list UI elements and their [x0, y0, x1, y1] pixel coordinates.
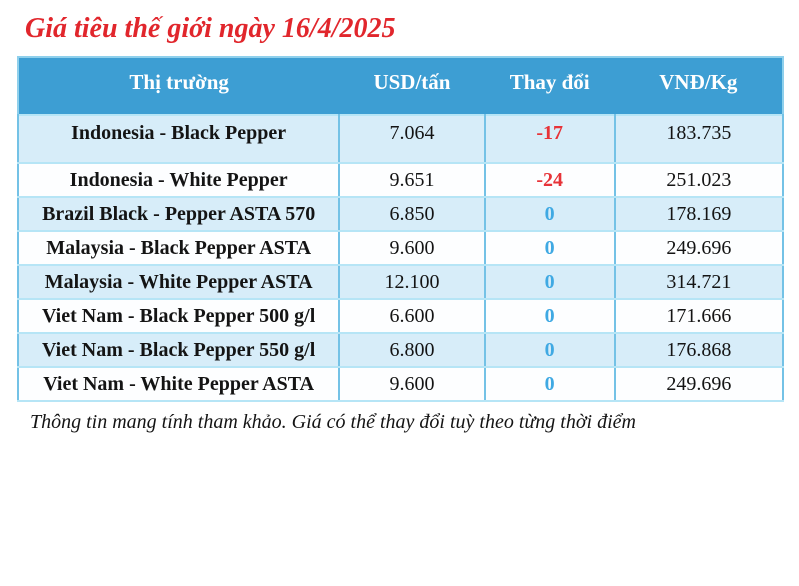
- page-title: Giá tiêu thế giới ngày 16/4/2025: [25, 13, 396, 44]
- market-cell: Brazil Black - Pepper ASTA 570: [16, 196, 341, 232]
- table-row: Viet Nam - White Pepper ASTA 9.600 0 249…: [16, 366, 785, 402]
- market-cell: Malaysia - White Pepper ASTA: [16, 264, 341, 300]
- change-cell: -24: [483, 162, 616, 198]
- vnd-cell: 314.721: [613, 264, 785, 300]
- vnd-cell: 176.868: [613, 332, 785, 368]
- vnd-cell: 249.696: [613, 366, 785, 402]
- vnd-cell: 183.735: [613, 114, 785, 164]
- pepper-price-infographic: Giá tiêu thế giới ngày 16/4/2025 Thị trư…: [0, 12, 799, 435]
- market-cell: Indonesia - White Pepper: [16, 162, 341, 198]
- change-cell: 0: [483, 366, 616, 402]
- change-cell: 0: [483, 298, 616, 334]
- change-cell: 0: [483, 332, 616, 368]
- usd-cell: 6.800: [338, 332, 486, 368]
- vnd-cell: 178.169: [613, 196, 785, 232]
- table-row: Indonesia - Black Pepper 7.064 -17 183.7…: [16, 114, 785, 164]
- column-header-change: Thay đổi: [484, 57, 615, 115]
- usd-cell: 9.600: [338, 230, 486, 266]
- vnd-cell: 251.023: [613, 162, 785, 198]
- column-header-vnd: VNĐ/Kg: [614, 57, 783, 115]
- usd-cell: 9.651: [338, 162, 486, 198]
- change-cell: -17: [483, 114, 616, 164]
- usd-cell: 9.600: [338, 366, 486, 402]
- table-header-row: Thị trường USD/tấn Thay đổi VNĐ/Kg: [18, 57, 783, 115]
- vnd-cell: 249.696: [613, 230, 785, 266]
- market-cell: Malaysia - Black Pepper ASTA: [16, 230, 341, 266]
- table-row: Indonesia - White Pepper 9.651 -24 251.0…: [16, 162, 785, 198]
- column-header-market: Thị trường: [18, 57, 340, 115]
- market-cell: Viet Nam - White Pepper ASTA: [16, 366, 341, 402]
- usd-cell: 7.064: [338, 114, 486, 164]
- column-header-usd: USD/tấn: [339, 57, 485, 115]
- usd-cell: 12.100: [338, 264, 486, 300]
- table-row: Viet Nam - Black Pepper 500 g/l 6.600 0 …: [16, 298, 785, 334]
- market-cell: Viet Nam - Black Pepper 550 g/l: [16, 332, 341, 368]
- market-cell: Indonesia - Black Pepper: [16, 114, 341, 164]
- price-table: Thị trường USD/tấn Thay đổi VNĐ/Kg Indon…: [16, 56, 785, 402]
- table-row: Brazil Black - Pepper ASTA 570 6.850 0 1…: [16, 196, 785, 232]
- market-cell: Viet Nam - Black Pepper 500 g/l: [16, 298, 341, 334]
- change-cell: 0: [483, 196, 616, 232]
- usd-cell: 6.600: [338, 298, 486, 334]
- change-cell: 0: [483, 230, 616, 266]
- table-row: Viet Nam - Black Pepper 550 g/l 6.800 0 …: [16, 332, 785, 368]
- table-row: Malaysia - White Pepper ASTA 12.100 0 31…: [16, 264, 785, 300]
- usd-cell: 6.850: [338, 196, 486, 232]
- change-cell: 0: [483, 264, 616, 300]
- disclaimer-note: Thông tin mang tính tham khảo. Giá có th…: [30, 411, 636, 433]
- table-row: Malaysia - Black Pepper ASTA 9.600 0 249…: [16, 230, 785, 266]
- vnd-cell: 171.666: [613, 298, 785, 334]
